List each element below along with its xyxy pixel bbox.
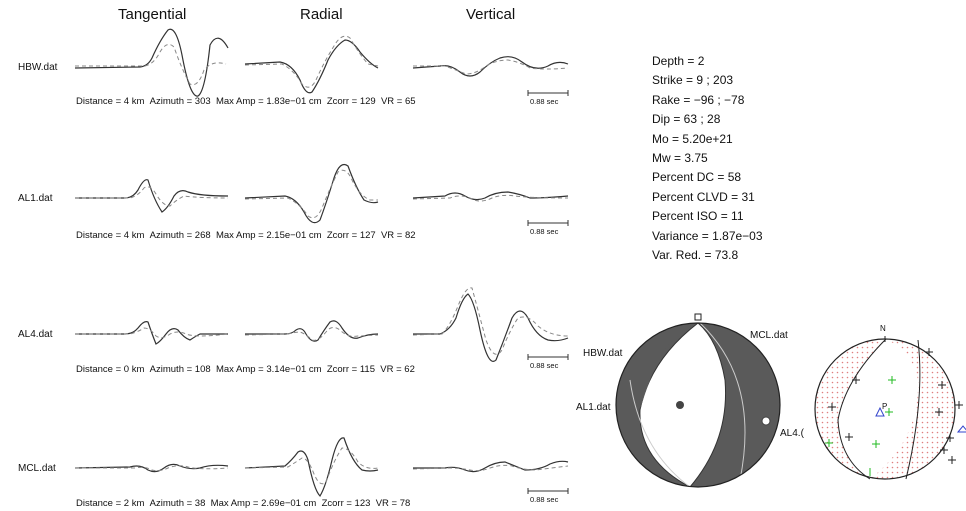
station-info-mcl: Distance = 2 km Azimuth = 38 Max Amp = 2… <box>76 498 410 509</box>
station-info-al4: Distance = 0 km Azimuth = 108 Max Amp = … <box>76 364 415 375</box>
beachball-label-al1: AL1.dat <box>576 402 611 413</box>
scale-label: 0.88 sec <box>530 361 559 370</box>
maxamp-text: Max Amp = 1.83e−01 cm <box>215 96 322 107</box>
trace-observed-vertical <box>412 56 569 77</box>
param-dip: Dip = 63 ; 28 <box>652 112 721 127</box>
distance-text: Distance = 2 km <box>76 498 145 509</box>
p-axis-marker <box>875 406 885 417</box>
scale-label: 0.88 sec <box>530 495 559 504</box>
distance-text: Distance = 4 km <box>76 96 145 107</box>
zcorr-text: Zcorr = 123 <box>321 498 371 509</box>
trace-synthetic-tangential <box>75 43 227 86</box>
station-dot-al1 <box>676 401 684 409</box>
waveform-row-mcl <box>74 437 569 497</box>
zcorr-text: Zcorr = 127 <box>326 230 376 241</box>
trace-synthetic-tangential <box>75 465 229 472</box>
trace-synthetic-vertical <box>413 59 569 75</box>
station-label: AL4.dat <box>18 329 53 340</box>
param-depth: Depth = 2 <box>652 54 705 68</box>
param-percent-iso: Percent ISO = 11 <box>652 209 744 224</box>
station-label: MCL.dat <box>18 463 56 474</box>
trace-observed-vertical <box>413 460 569 473</box>
station-label: HBW.dat <box>18 62 58 73</box>
param-percent-dc: Percent DC = 58 <box>652 170 742 185</box>
trace-synthetic-radial <box>244 447 379 485</box>
param-mo: Mo = 5.20e+21 <box>652 131 733 146</box>
param-var-red: Var. Red. = 73.8 <box>652 248 739 263</box>
time-scale-bars <box>527 90 569 494</box>
polarity-marks-black <box>828 348 963 464</box>
station-dot-al4 <box>761 416 771 426</box>
beachball-label-hbw: HBW.dat <box>583 348 623 359</box>
header-vertical: Vertical <box>466 6 516 23</box>
waveform-row-hbw <box>74 28 569 97</box>
vr-text: VR = 82 <box>380 230 416 241</box>
distance-text: Distance = 0 km <box>76 364 145 375</box>
nodal-region-clear <box>838 339 919 479</box>
t-axis-marker <box>694 313 702 321</box>
vr-text: VR = 65 <box>380 96 416 107</box>
trace-observed-vertical <box>412 191 569 201</box>
trace-synthetic-vertical <box>412 194 569 202</box>
trace-observed-radial <box>245 320 379 342</box>
azimuth-text: Azimuth = 268 <box>149 230 211 241</box>
polarity-plot <box>814 336 966 480</box>
zcorr-text: Zcorr = 115 <box>326 364 375 375</box>
source-parameters: Depth = 2 Strike = 9 ; 203 Rake = −96 ; … <box>652 52 763 265</box>
trace-observed-tangential <box>74 28 229 97</box>
beachball-label-al4: AL4.( <box>780 428 804 439</box>
param-variance: Variance = 1.87e−03 <box>652 228 763 243</box>
maxamp-text: Max Amp = 2.69e−01 cm <box>210 498 317 509</box>
param-mw: Mw = 3.75 <box>652 151 708 166</box>
trace-observed-radial <box>244 437 379 497</box>
trace-synthetic-radial <box>244 35 379 88</box>
param-strike: Strike = 9 ; 203 <box>652 73 734 88</box>
scale-label: 0.88 sec <box>530 97 559 106</box>
header-tangential: Tangential <box>118 6 187 23</box>
param-rake: Rake = −96 ; −78 <box>652 92 745 107</box>
azimuth-text: Azimuth = 303 <box>149 96 211 107</box>
vr-text: VR = 78 <box>375 498 411 509</box>
trace-synthetic-tangential <box>75 186 229 207</box>
trace-synthetic-vertical <box>412 464 569 472</box>
waveform-row-al1 <box>75 163 569 224</box>
trace-observed-vertical <box>413 293 569 362</box>
distance-text: Distance = 4 km <box>76 230 145 241</box>
param-percent-clvd: Percent CLVD = 31 <box>652 189 755 204</box>
station-info-hbw: Distance = 4 km Azimuth = 303 Max Amp = … <box>76 96 416 107</box>
vr-text: VR = 62 <box>380 364 415 375</box>
zcorr-text: Zcorr = 129 <box>326 96 376 107</box>
trace-observed-tangential <box>75 321 228 345</box>
azimuth-text: Azimuth = 38 <box>149 498 206 509</box>
waveform-row-al4 <box>75 287 569 362</box>
station-label: AL1.dat <box>18 193 53 204</box>
azimuth-text: Azimuth = 108 <box>149 364 211 375</box>
trace-observed-tangential <box>74 463 229 473</box>
header-radial: Radial <box>300 6 343 23</box>
t-axis-marker-blue <box>956 425 966 433</box>
station-info-al1: Distance = 4 km Azimuth = 268 Max Amp = … <box>76 230 416 241</box>
trace-observed-radial <box>244 39 379 94</box>
focal-mechanism <box>616 323 780 487</box>
trace-observed-tangential <box>75 179 229 213</box>
maxamp-text: Max Amp = 3.14e−01 cm <box>215 364 322 375</box>
trace-observed-radial <box>244 163 379 224</box>
maxamp-text: Max Amp = 2.15e−01 cm <box>215 230 322 241</box>
polarity-marks-green <box>825 376 896 476</box>
beachball-outline <box>615 322 781 488</box>
beachball-label-mcl: MCL.dat <box>750 330 788 341</box>
trace-synthetic-radial <box>244 326 379 341</box>
north-label: N <box>880 324 886 333</box>
scale-label: 0.88 sec <box>530 227 559 236</box>
trace-synthetic-radial <box>244 169 378 219</box>
p-axis-label: P <box>882 402 888 411</box>
